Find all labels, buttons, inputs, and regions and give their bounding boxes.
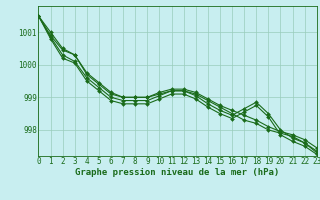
X-axis label: Graphe pression niveau de la mer (hPa): Graphe pression niveau de la mer (hPa): [76, 168, 280, 177]
